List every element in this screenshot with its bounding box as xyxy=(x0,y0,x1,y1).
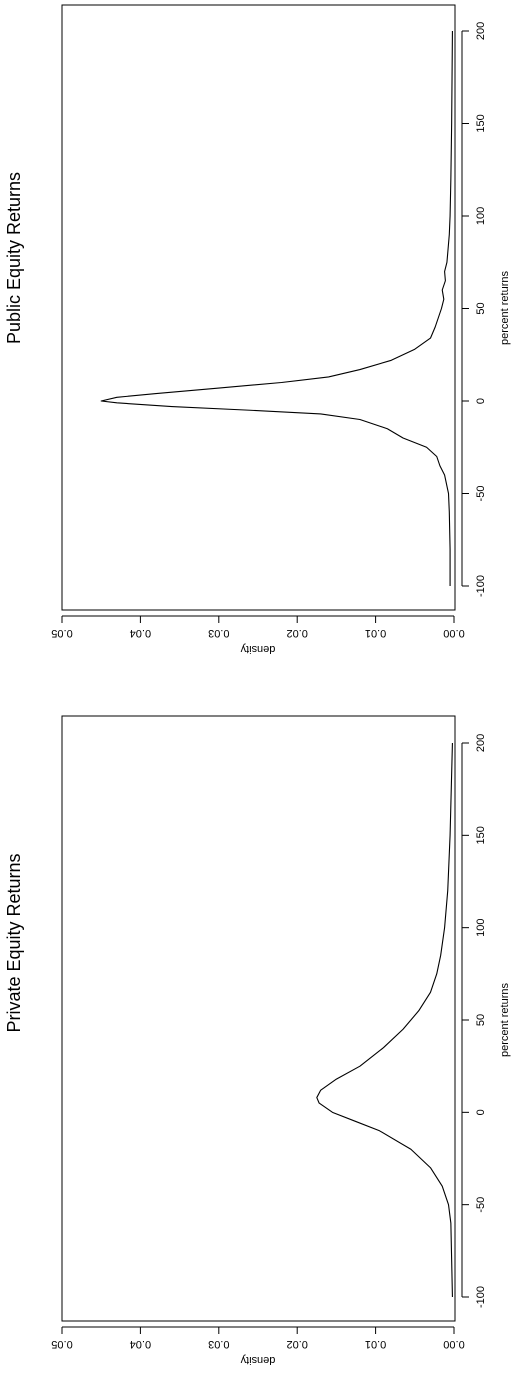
private-equity-y-tick-label: 0.02 xyxy=(286,1338,307,1350)
public-equity-y-tick-label: 0.01 xyxy=(365,627,386,639)
private-equity-y-axis-label: density xyxy=(240,1354,275,1366)
public-equity-panel: Public Equity Returns -100 -50 0 50 100 150 20… xyxy=(4,4,511,655)
public-equity-y-tick-label: 0.00 xyxy=(443,627,464,639)
private-equity-y-tick-label: 0.04 xyxy=(130,1338,151,1350)
public-equity-x-tick-label: 50 xyxy=(475,302,487,314)
public-equity-y-axis-label: density xyxy=(240,643,275,655)
public-equity-x-ticks: -100 -50 0 50 100 150 200 xyxy=(462,22,487,597)
public-equity-x-tick-label: 150 xyxy=(475,114,487,132)
public-equity-x-axis-label: percent returns xyxy=(499,271,511,345)
private-equity-plot-frame xyxy=(61,715,456,1322)
public-equity-y-ticks: 0.00 0.01 0.02 0.03 0.04 0.05 xyxy=(51,616,465,639)
private-equity-density-line xyxy=(316,742,453,1298)
private-equity-x-tick-label: -50 xyxy=(475,1197,487,1213)
public-equity-density-line xyxy=(100,30,453,586)
public-equity-title: Public Equity Returns xyxy=(4,172,24,344)
public-equity-plot-frame xyxy=(61,4,456,611)
private-equity-y-tick-label: 0.03 xyxy=(208,1338,229,1350)
private-equity-x-tick-label: 100 xyxy=(475,918,487,936)
private-equity-title: Private Equity Returns xyxy=(4,853,24,1032)
private-equity-y-tick-label: 0.01 xyxy=(365,1338,386,1350)
private-equity-panel: Private Equity Returns -100 -50 0 50 100 150 2… xyxy=(4,715,511,1366)
private-equity-y-ticks: 0.00 0.01 0.02 0.03 0.04 0.05 xyxy=(51,1327,465,1350)
public-equity-y-tick-label: 0.02 xyxy=(286,627,307,639)
public-equity-y-tick-label: 0.04 xyxy=(130,627,151,639)
private-equity-x-tick-label: 200 xyxy=(475,734,487,752)
private-equity-x-tick-label: 50 xyxy=(475,1014,487,1026)
private-equity-y-tick-label: 0.00 xyxy=(443,1338,464,1350)
public-equity-x-tick-label: 200 xyxy=(475,22,487,40)
private-equity-x-tick-label: -100 xyxy=(475,1286,487,1308)
public-equity-x-tick-label: -50 xyxy=(475,486,487,502)
private-equity-y-tick-label: 0.05 xyxy=(51,1338,72,1350)
private-equity-x-ticks: -100 -50 0 50 100 150 200 xyxy=(462,734,487,1308)
public-equity-x-tick-label: 100 xyxy=(475,207,487,225)
public-equity-y-tick-label: 0.03 xyxy=(208,627,229,639)
private-equity-x-tick-label: 150 xyxy=(475,826,487,844)
private-equity-x-tick-label: 0 xyxy=(475,1109,487,1115)
public-equity-x-tick-label: -100 xyxy=(475,575,487,597)
public-equity-x-tick-label: 0 xyxy=(475,398,487,404)
private-equity-x-axis-label: percent returns xyxy=(499,983,511,1057)
public-equity-y-tick-label: 0.05 xyxy=(51,627,72,639)
